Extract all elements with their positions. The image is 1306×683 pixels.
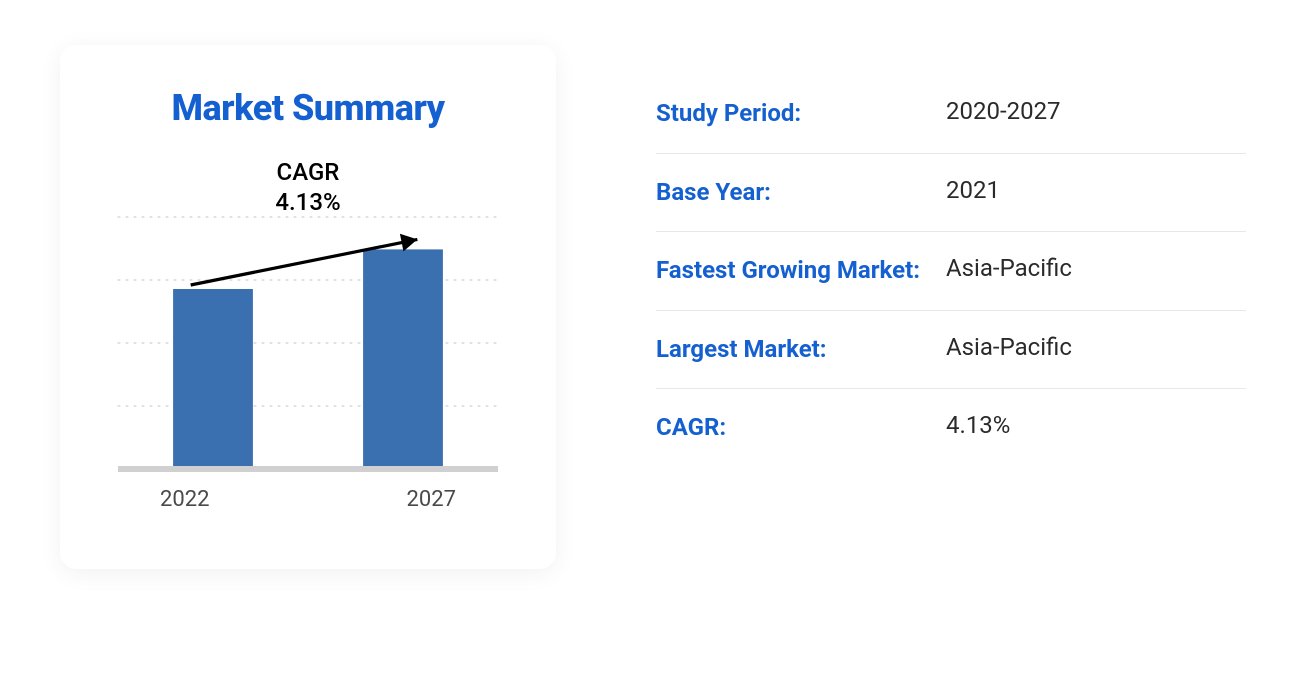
stat-row: Fastest Growing Market: Asia-Pacific: [656, 232, 1246, 311]
stat-label: Fastest Growing Market:: [656, 254, 946, 288]
card-title: Market Summary: [108, 87, 508, 129]
stats-table: Study Period: 2020-2027 Base Year: 2021 …: [656, 45, 1246, 467]
stat-label: Base Year:: [656, 176, 946, 210]
stat-row: Study Period: 2020-2027: [656, 75, 1246, 154]
market-summary-card: Market Summary CAGR 4.13% 2022 2027: [60, 45, 556, 569]
stat-value: Asia-Pacific: [946, 333, 1072, 361]
stat-label: Study Period:: [656, 97, 946, 131]
stat-row: Largest Market: Asia-Pacific: [656, 311, 1246, 390]
stat-label: Largest Market:: [656, 333, 946, 367]
stat-label: CAGR:: [656, 411, 946, 445]
stat-row: Base Year: 2021: [656, 154, 1246, 233]
stat-value: 2020-2027: [946, 97, 1061, 125]
stat-value: 4.13%: [946, 411, 1010, 439]
stat-row: CAGR: 4.13%: [656, 389, 1246, 467]
cagr-label: CAGR 4.13%: [275, 157, 340, 217]
x-axis-labels: 2022 2027: [108, 477, 508, 512]
x-label-1: 2027: [407, 487, 456, 512]
cagr-value-text: 4.13%: [275, 187, 340, 217]
cagr-title-text: CAGR: [275, 157, 340, 187]
stat-value: 2021: [946, 176, 1000, 204]
stat-value: Asia-Pacific: [946, 254, 1072, 282]
bar-chart: CAGR 4.13% 2022 2027: [108, 157, 508, 537]
x-label-0: 2022: [160, 487, 209, 512]
